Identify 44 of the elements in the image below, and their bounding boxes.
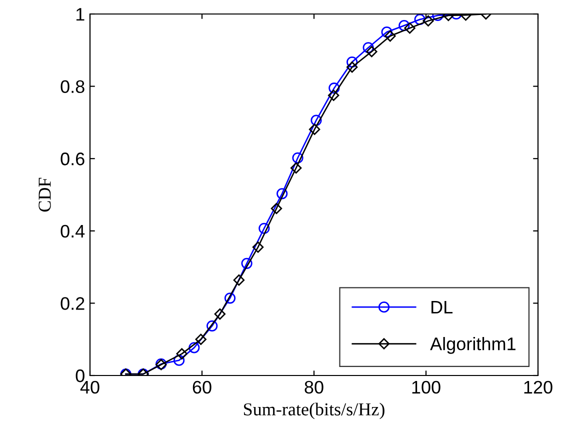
point (308, 124, 320, 135)
x-axis-title: Sum-rate(bits/s/Hz) (244, 402, 384, 420)
point (398, 20, 410, 32)
point (381, 26, 392, 38)
point (188, 342, 200, 354)
point (206, 320, 218, 332)
y-tick-label: 0 (76, 369, 84, 382)
y-tick-label: 0.4 (60, 224, 85, 238)
point (173, 354, 185, 366)
point (195, 334, 206, 345)
x-tick-label: 80 (304, 380, 324, 394)
legend-label: DL (432, 300, 453, 314)
point (276, 188, 288, 200)
point (258, 222, 270, 234)
y-tick-label: 1 (76, 8, 84, 21)
point (252, 242, 264, 253)
point (328, 82, 340, 94)
point (214, 308, 226, 320)
point (310, 114, 322, 126)
y-tick-label: 0.8 (60, 80, 84, 94)
point (422, 15, 434, 26)
point (366, 46, 378, 58)
point (233, 274, 245, 286)
point (176, 348, 188, 360)
point (346, 62, 358, 73)
point (290, 162, 302, 174)
point (346, 56, 358, 68)
y-axis-title: CDF (38, 178, 51, 212)
x-tick-label: 60 (192, 380, 212, 394)
point (224, 292, 236, 304)
y-tick-label: 0.6 (60, 152, 84, 166)
point (362, 42, 374, 54)
point (384, 30, 396, 42)
legend-label: Algorithm1 (430, 337, 516, 354)
point (414, 14, 426, 25)
x-tick-label: 100 (412, 380, 440, 394)
x-tick-label: 40 (80, 380, 100, 394)
point (292, 152, 304, 164)
point (270, 202, 282, 214)
point (328, 90, 340, 101)
point (404, 22, 416, 34)
y-tick-label: 0.2 (60, 297, 84, 310)
point (241, 258, 252, 269)
x-tick-label: 120 (524, 380, 552, 394)
